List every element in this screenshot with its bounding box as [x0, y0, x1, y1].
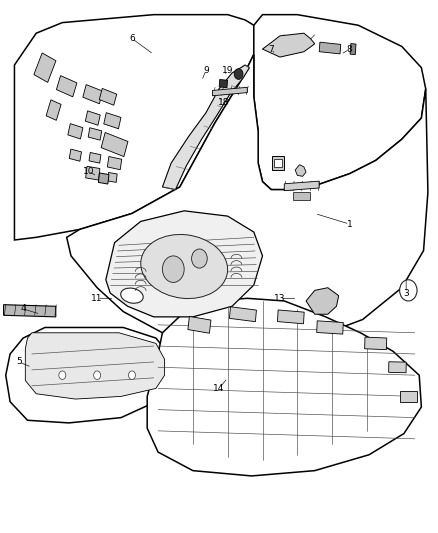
Polygon shape: [85, 111, 100, 125]
Text: 1: 1: [347, 220, 353, 229]
Polygon shape: [14, 14, 254, 240]
Polygon shape: [284, 181, 319, 191]
Polygon shape: [262, 33, 315, 57]
Text: 19: 19: [222, 66, 233, 75]
Polygon shape: [34, 53, 56, 83]
Ellipse shape: [121, 288, 143, 303]
Polygon shape: [272, 157, 284, 169]
Polygon shape: [162, 65, 250, 190]
Polygon shape: [101, 133, 128, 157]
Polygon shape: [107, 157, 122, 169]
Polygon shape: [46, 100, 61, 120]
Polygon shape: [212, 87, 247, 96]
Polygon shape: [67, 54, 428, 351]
Text: 13: 13: [274, 294, 286, 303]
Text: 3: 3: [403, 288, 409, 297]
Polygon shape: [69, 149, 81, 161]
Circle shape: [399, 280, 417, 301]
Polygon shape: [106, 211, 262, 317]
Circle shape: [162, 256, 184, 282]
Text: 11: 11: [92, 294, 103, 303]
Polygon shape: [254, 14, 426, 190]
Text: 6: 6: [129, 34, 135, 43]
Polygon shape: [108, 173, 117, 182]
Text: 4: 4: [20, 304, 26, 313]
Polygon shape: [4, 305, 56, 317]
Polygon shape: [147, 298, 421, 476]
Polygon shape: [319, 42, 341, 54]
Text: 8: 8: [347, 45, 353, 54]
Polygon shape: [350, 44, 356, 55]
Text: 18: 18: [218, 98, 229, 107]
Text: 9: 9: [203, 66, 209, 75]
Polygon shape: [99, 173, 109, 184]
Polygon shape: [104, 112, 121, 129]
Polygon shape: [306, 288, 339, 314]
Polygon shape: [25, 333, 165, 399]
Polygon shape: [399, 391, 417, 402]
Text: 14: 14: [213, 384, 225, 393]
Circle shape: [191, 249, 207, 268]
Polygon shape: [88, 128, 102, 140]
Circle shape: [94, 371, 101, 379]
Polygon shape: [317, 321, 343, 334]
Ellipse shape: [141, 235, 228, 298]
Polygon shape: [219, 79, 227, 88]
Polygon shape: [89, 152, 101, 163]
Polygon shape: [274, 159, 282, 167]
Circle shape: [234, 69, 243, 79]
Polygon shape: [99, 88, 117, 105]
Circle shape: [128, 371, 135, 379]
Polygon shape: [68, 124, 83, 139]
Polygon shape: [6, 327, 169, 423]
Polygon shape: [389, 362, 406, 373]
Circle shape: [59, 371, 66, 379]
Polygon shape: [293, 192, 310, 200]
Polygon shape: [230, 307, 256, 322]
Polygon shape: [83, 85, 103, 104]
Text: 7: 7: [268, 45, 274, 54]
Polygon shape: [277, 310, 304, 324]
Polygon shape: [86, 166, 100, 180]
Polygon shape: [295, 165, 306, 176]
Polygon shape: [188, 317, 211, 333]
Polygon shape: [57, 76, 77, 97]
Text: 5: 5: [16, 358, 21, 367]
Text: 10: 10: [83, 166, 94, 175]
Polygon shape: [365, 337, 387, 350]
